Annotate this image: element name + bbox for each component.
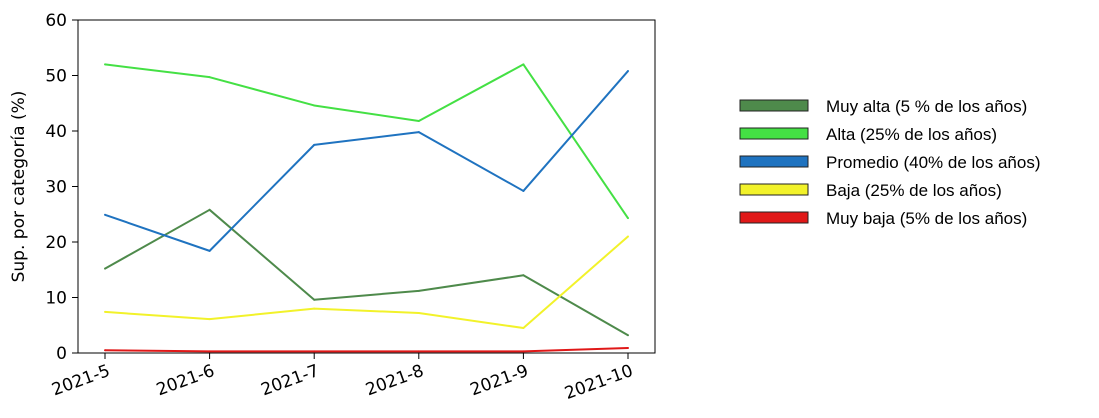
x-tick-label: 2021-6	[154, 361, 217, 400]
y-tick-label: 50	[45, 67, 67, 87]
data-point	[313, 104, 316, 107]
data-point	[104, 349, 106, 352]
data-point	[208, 249, 211, 252]
legend-swatch	[739, 99, 809, 112]
data-point	[104, 267, 106, 270]
data-point	[417, 312, 420, 315]
y-axis-label: Sup. por categoría (%)	[9, 91, 29, 283]
data-point	[417, 131, 420, 134]
legend: Muy alta (5 % de los años) Alta (25% de l…	[739, 97, 1041, 228]
data-point	[522, 327, 525, 330]
data-point	[627, 334, 629, 337]
data-point	[417, 350, 420, 353]
y-tick-label: 0	[56, 344, 67, 364]
y-tick-label: 30	[45, 178, 67, 198]
data-point	[627, 70, 629, 73]
series-lines	[104, 63, 629, 353]
legend-label: Baja (25% de los años)	[826, 181, 1002, 200]
data-point	[627, 217, 629, 220]
x-tick-label: 2021-7	[258, 361, 321, 400]
series-line-2	[104, 63, 629, 219]
y-tick-label: 20	[45, 233, 67, 253]
plot-area	[77, 19, 656, 354]
data-point	[208, 208, 211, 211]
data-point	[627, 235, 629, 238]
axes: 0 10 20 30 40 50 60 2021-5 2021-6 2021-7 2021-8 202…	[9, 11, 636, 404]
data-point	[313, 143, 316, 146]
data-point	[104, 213, 106, 216]
data-point	[522, 350, 525, 353]
x-tick-label: 2021-9	[468, 361, 531, 400]
legend-swatch	[739, 155, 809, 168]
series-line-5	[104, 347, 629, 353]
data-point	[208, 350, 211, 353]
series-line-1	[104, 208, 629, 337]
data-point	[104, 310, 106, 313]
series-line-4	[104, 235, 629, 330]
legend-swatch	[739, 211, 809, 224]
data-point	[208, 76, 211, 79]
x-tick-label: 2021-10	[562, 361, 636, 404]
y-tick-label: 10	[45, 289, 67, 309]
data-point	[104, 63, 106, 66]
data-point	[208, 318, 211, 321]
data-point	[522, 189, 525, 192]
legend-label: Alta (25% de los años)	[826, 125, 997, 144]
data-point	[313, 350, 316, 353]
data-point	[417, 289, 420, 292]
legend-swatch	[739, 127, 809, 140]
legend-label: Muy baja (5% de los años)	[826, 209, 1027, 228]
data-point	[417, 120, 420, 123]
legend-label: Promedio (40% de los años)	[826, 153, 1041, 172]
plot-frame	[77, 19, 656, 354]
data-point	[627, 347, 629, 350]
x-tick-label: 2021-5	[49, 361, 112, 400]
legend-swatch	[739, 183, 809, 196]
data-point	[522, 63, 525, 66]
data-point	[522, 274, 525, 277]
data-point	[313, 307, 316, 310]
legend-label: Muy alta (5 % de los años)	[826, 97, 1027, 116]
data-point	[313, 298, 316, 301]
y-tick-label: 40	[45, 122, 67, 142]
series-line-3	[104, 70, 629, 252]
x-tick-label: 2021-8	[363, 361, 426, 400]
y-tick-label: 60	[45, 11, 67, 31]
